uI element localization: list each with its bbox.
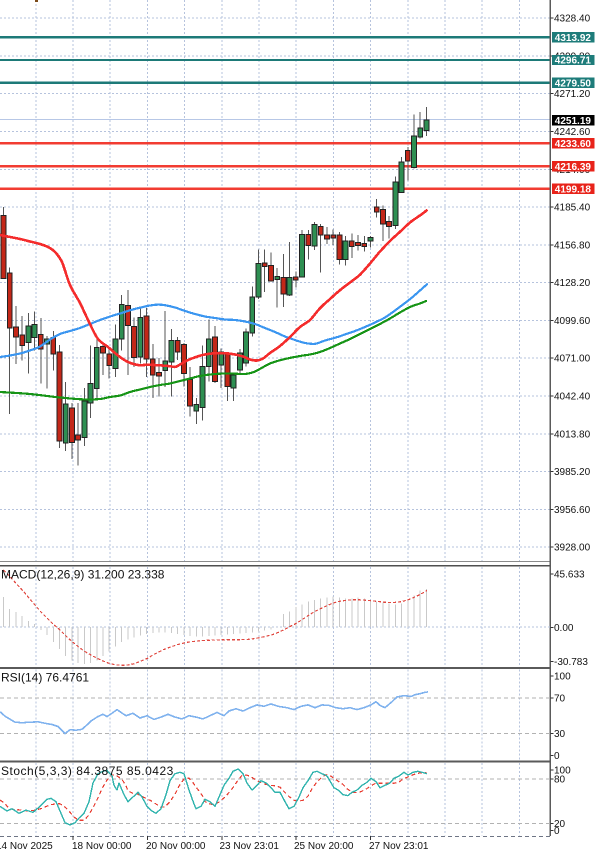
svg-text:4328.40: 4328.40 — [554, 14, 591, 25]
svg-text:20: 20 — [554, 819, 566, 830]
svg-text:18 Nov 00:00: 18 Nov 00:00 — [72, 841, 132, 852]
svg-text:4242.60: 4242.60 — [554, 127, 591, 138]
svg-text:4071.00: 4071.00 — [554, 354, 591, 365]
svg-text:4271.20: 4271.20 — [554, 89, 591, 100]
svg-text:27 Nov 23:01: 27 Nov 23:01 — [369, 841, 429, 852]
svg-text:3956.60: 3956.60 — [554, 505, 591, 516]
svg-text:4128.20: 4128.20 — [554, 278, 591, 289]
svg-text:100: 100 — [554, 766, 571, 777]
svg-text:70: 70 — [554, 693, 566, 704]
svg-text:4156.80: 4156.80 — [554, 240, 591, 251]
svg-text:4216.39: 4216.39 — [555, 162, 592, 173]
svg-text:100: 100 — [554, 672, 571, 683]
svg-text:4185.40: 4185.40 — [554, 203, 591, 214]
svg-text:20 Nov 00:00: 20 Nov 00:00 — [146, 841, 206, 852]
svg-text:23 Nov 23:01: 23 Nov 23:01 — [220, 841, 280, 852]
svg-text:RSI(14) 76.4761: RSI(14) 76.4761 — [1, 671, 89, 685]
svg-text:4199.18: 4199.18 — [555, 185, 592, 196]
svg-text:0: 0 — [554, 826, 560, 837]
svg-text:-30.783: -30.783 — [554, 657, 588, 668]
svg-text:4042.40: 4042.40 — [554, 392, 591, 403]
svg-text:14 Nov 2025: 14 Nov 2025 — [0, 841, 53, 852]
svg-text:3985.20: 3985.20 — [554, 467, 591, 478]
svg-text:4313.92: 4313.92 — [555, 33, 592, 44]
svg-text:30: 30 — [554, 729, 566, 740]
svg-text:4279.50: 4279.50 — [555, 78, 592, 89]
svg-text:3928.00: 3928.00 — [554, 543, 591, 554]
svg-text:Stoch(5,3,3) 84.3875 85.0423: Stoch(5,3,3) 84.3875 85.0423 — [1, 764, 174, 778]
svg-text:4251.19: 4251.19 — [555, 116, 592, 127]
svg-text:25 Nov 20:00: 25 Nov 20:00 — [294, 841, 354, 852]
svg-text:4233.60: 4233.60 — [555, 139, 592, 150]
svg-text:MACD(12,26,9) 31.200 23.338: MACD(12,26,9) 31.200 23.338 — [1, 568, 165, 582]
svg-text:0: 0 — [554, 751, 560, 762]
svg-text:80: 80 — [554, 775, 566, 786]
svg-text:0.00: 0.00 — [554, 623, 574, 634]
svg-text:4099.60: 4099.60 — [554, 316, 591, 327]
svg-text:4013.80: 4013.80 — [554, 429, 591, 440]
svg-text:4296.71: 4296.71 — [555, 56, 592, 67]
svg-text:45.633: 45.633 — [554, 570, 585, 581]
